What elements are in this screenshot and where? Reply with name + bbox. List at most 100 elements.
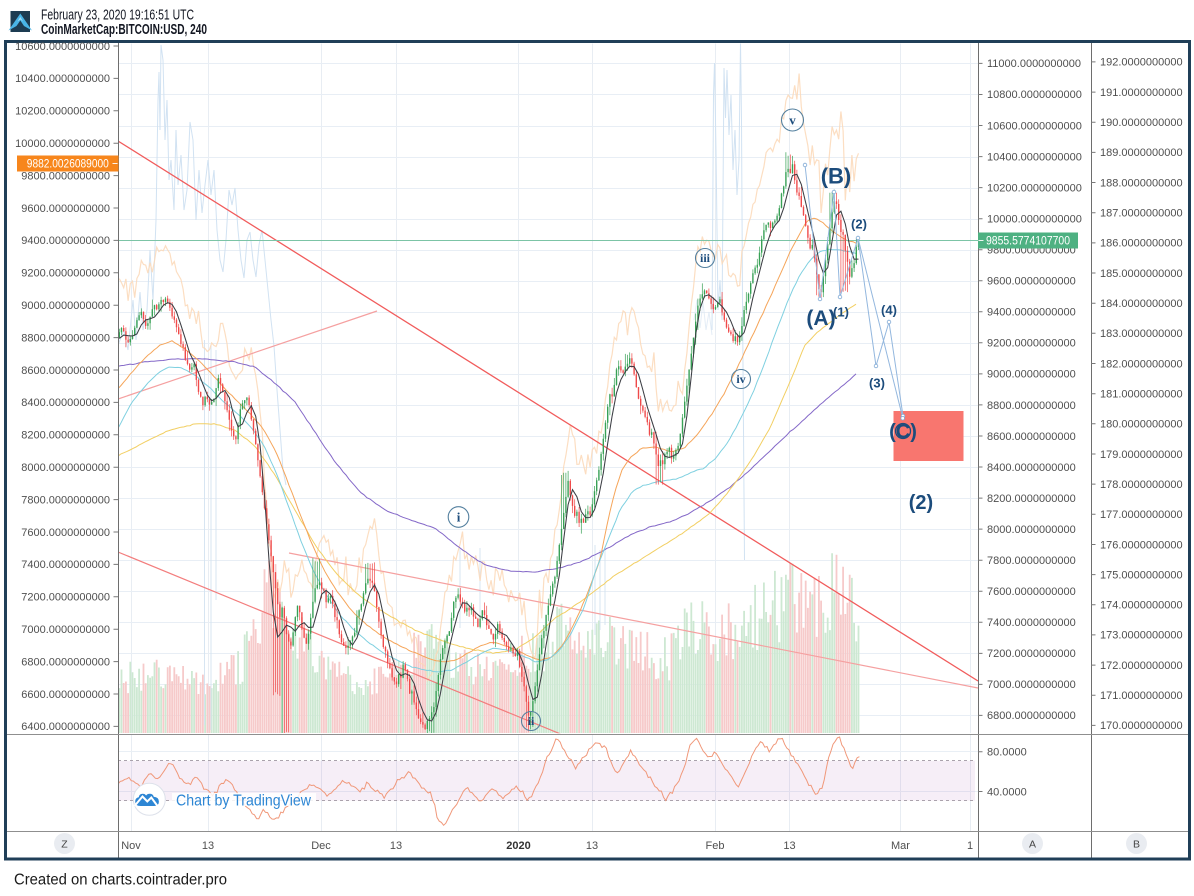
svg-text:(B): (B) (821, 163, 852, 188)
svg-text:10200.0000000000: 10200.0000000000 (987, 182, 1082, 194)
svg-text:13: 13 (783, 840, 795, 852)
svg-text:9600.0000000000: 9600.0000000000 (987, 276, 1076, 288)
svg-text:v: v (789, 112, 796, 127)
svg-text:9000.0000000000: 9000.0000000000 (21, 300, 110, 312)
svg-text:CoinMarketCap:BITCOIN:USD, 240: CoinMarketCap:BITCOIN:USD, 240 (41, 22, 207, 38)
svg-text:11000.0000000000: 11000.0000000000 (987, 58, 1081, 70)
svg-text:9400.0000000000: 9400.0000000000 (21, 235, 110, 247)
svg-text:186.0000000000: 186.0000000000 (1100, 238, 1183, 250)
svg-text:183.0000000000: 183.0000000000 (1100, 328, 1183, 340)
svg-text:6600.0000000000: 6600.0000000000 (21, 689, 110, 701)
svg-text:10400.0000000000: 10400.0000000000 (987, 151, 1082, 163)
svg-text:9000.0000000000: 9000.0000000000 (987, 369, 1076, 381)
svg-text:9400.0000000000: 9400.0000000000 (987, 307, 1076, 319)
svg-text:(2): (2) (909, 492, 933, 514)
svg-text:9882.0026089000: 9882.0026089000 (27, 158, 109, 170)
svg-text:188.0000000000: 188.0000000000 (1100, 177, 1183, 189)
svg-text:176.0000000000: 176.0000000000 (1100, 539, 1183, 551)
svg-text:8200.0000000000: 8200.0000000000 (987, 493, 1076, 505)
svg-text:8800.0000000000: 8800.0000000000 (987, 400, 1076, 412)
svg-text:9200.0000000000: 9200.0000000000 (987, 338, 1076, 350)
svg-text:iv: iv (736, 372, 745, 386)
svg-text:8000.0000000000: 8000.0000000000 (21, 462, 110, 474)
svg-text:10200.0000000000: 10200.0000000000 (15, 106, 110, 118)
svg-text:7400.0000000000: 7400.0000000000 (21, 559, 110, 571)
svg-text:(C): (C) (889, 421, 917, 443)
svg-text:Created on charts.cointrader.p: Created on charts.cointrader.pro (14, 872, 227, 889)
svg-text:180.0000000000: 180.0000000000 (1100, 419, 1183, 431)
svg-text:181.0000000000: 181.0000000000 (1100, 389, 1183, 401)
svg-text:9600.0000000000: 9600.0000000000 (21, 203, 110, 215)
svg-text:Dec: Dec (311, 840, 331, 852)
svg-text:7200.0000000000: 7200.0000000000 (987, 648, 1076, 660)
svg-text:10000.0000000000: 10000.0000000000 (15, 138, 110, 150)
svg-text:7600.0000000000: 7600.0000000000 (987, 586, 1076, 598)
svg-text:187.0000000000: 187.0000000000 (1100, 208, 1183, 220)
svg-text:10600.0000000000: 10600.0000000000 (15, 41, 110, 53)
svg-text:Nov: Nov (121, 840, 141, 852)
svg-text:ii: ii (528, 714, 535, 728)
svg-text:13: 13 (586, 840, 598, 852)
svg-text:9200.0000000000: 9200.0000000000 (21, 268, 110, 280)
svg-text:8600.0000000000: 8600.0000000000 (21, 365, 110, 377)
svg-text:10800.0000000000: 10800.0000000000 (987, 89, 1082, 101)
svg-text:7800.0000000000: 7800.0000000000 (987, 555, 1076, 567)
svg-text:7600.0000000000: 7600.0000000000 (21, 527, 110, 539)
svg-text:8000.0000000000: 8000.0000000000 (987, 524, 1076, 536)
svg-text:8400.0000000000: 8400.0000000000 (21, 397, 110, 409)
svg-text:189.0000000000: 189.0000000000 (1100, 147, 1183, 159)
svg-text:(A): (A) (806, 307, 835, 330)
svg-text:6800.0000000000: 6800.0000000000 (987, 710, 1076, 722)
svg-text:177.0000000000: 177.0000000000 (1100, 509, 1183, 521)
svg-text:6800.0000000000: 6800.0000000000 (21, 656, 110, 668)
svg-text:iii: iii (700, 251, 711, 265)
svg-text:185.0000000000: 185.0000000000 (1100, 268, 1183, 280)
svg-text:173.0000000000: 173.0000000000 (1100, 630, 1183, 642)
svg-text:7000.0000000000: 7000.0000000000 (987, 679, 1076, 691)
svg-text:172.0000000000: 172.0000000000 (1100, 660, 1183, 672)
svg-text:8600.0000000000: 8600.0000000000 (987, 431, 1076, 443)
svg-text:13: 13 (202, 840, 214, 852)
svg-text:A: A (1029, 838, 1036, 850)
svg-text:Mar: Mar (891, 840, 910, 852)
svg-text:February 23, 2020 19:16:51 UTC: February 23, 2020 19:16:51 UTC (41, 8, 194, 24)
svg-text:8200.0000000000: 8200.0000000000 (21, 430, 110, 442)
svg-text:174.0000000000: 174.0000000000 (1100, 600, 1183, 612)
svg-text:184.0000000000: 184.0000000000 (1100, 298, 1183, 310)
svg-text:10000.0000000000: 10000.0000000000 (987, 214, 1082, 226)
svg-text:i: i (457, 509, 461, 524)
svg-text:7200.0000000000: 7200.0000000000 (21, 592, 110, 604)
svg-text:2020: 2020 (506, 840, 530, 852)
svg-text:40.0000: 40.0000 (987, 786, 1027, 798)
svg-text:8400.0000000000: 8400.0000000000 (987, 462, 1076, 474)
svg-text:1: 1 (967, 840, 973, 852)
svg-text:192.0000000000: 192.0000000000 (1100, 57, 1183, 69)
svg-text:(1): (1) (833, 304, 849, 319)
svg-text:191.0000000000: 191.0000000000 (1100, 87, 1183, 99)
svg-text:178.0000000000: 178.0000000000 (1100, 479, 1183, 491)
svg-text:9855.5774107700: 9855.5774107700 (986, 235, 1070, 247)
svg-text:Feb: Feb (706, 840, 725, 852)
svg-text:13: 13 (390, 840, 402, 852)
svg-text:B: B (1133, 838, 1140, 850)
svg-text:(2): (2) (851, 216, 867, 231)
svg-text:(4): (4) (881, 302, 897, 317)
svg-text:7000.0000000000: 7000.0000000000 (21, 624, 110, 636)
svg-text:179.0000000000: 179.0000000000 (1100, 449, 1183, 461)
svg-text:10600.0000000000: 10600.0000000000 (987, 120, 1082, 132)
svg-text:Z: Z (61, 838, 68, 850)
svg-text:9800.0000000000: 9800.0000000000 (21, 170, 110, 182)
svg-text:10400.0000000000: 10400.0000000000 (15, 73, 110, 85)
svg-text:175.0000000000: 175.0000000000 (1100, 569, 1183, 581)
svg-text:(3): (3) (869, 375, 885, 390)
svg-text:6400.0000000000: 6400.0000000000 (21, 721, 110, 733)
svg-text:182.0000000000: 182.0000000000 (1100, 358, 1183, 370)
svg-text:7400.0000000000: 7400.0000000000 (987, 617, 1076, 629)
svg-text:80.0000: 80.0000 (987, 747, 1027, 759)
svg-text:170.0000000000: 170.0000000000 (1100, 720, 1183, 732)
svg-text:190.0000000000: 190.0000000000 (1100, 117, 1183, 129)
svg-text:Chart by TradingView: Chart by TradingView (176, 793, 311, 810)
svg-text:7800.0000000000: 7800.0000000000 (21, 494, 110, 506)
svg-text:8800.0000000000: 8800.0000000000 (21, 332, 110, 344)
svg-text:171.0000000000: 171.0000000000 (1100, 690, 1183, 702)
